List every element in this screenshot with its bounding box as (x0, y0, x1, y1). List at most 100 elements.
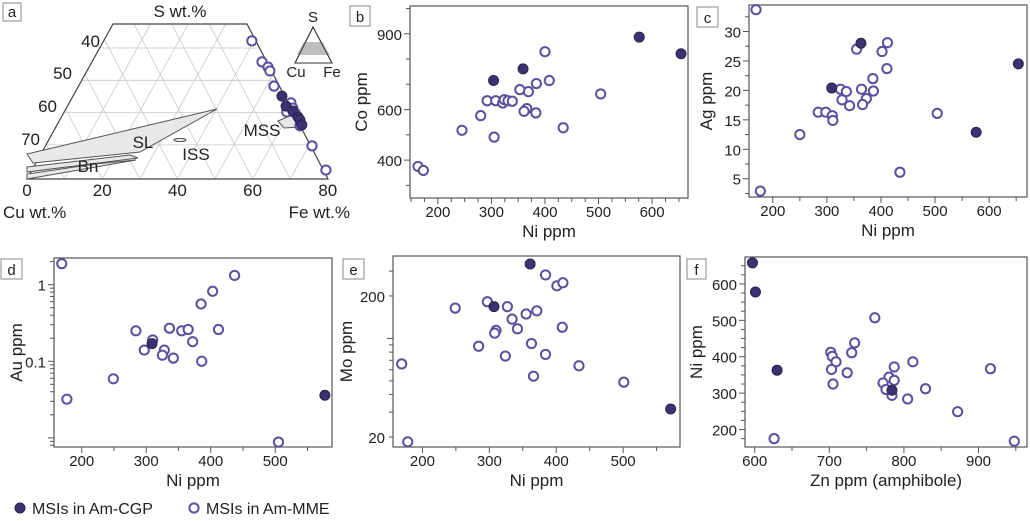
data-point-filled (855, 37, 867, 49)
plot-frame (744, 256, 1028, 448)
y-tick-label: 600 (712, 277, 737, 294)
y-tick-label: 200 (712, 423, 737, 440)
data-point-open (543, 74, 555, 87)
data-point-open (520, 308, 532, 320)
data-point-open (888, 361, 900, 373)
data-point-open (530, 77, 543, 90)
data-point-open (531, 305, 543, 317)
data-point-filled (276, 90, 288, 102)
data-point-open (855, 83, 868, 95)
data-point-open (867, 85, 879, 97)
data-point-open (229, 269, 241, 282)
ternary-bottom-right-label: Fe wt.% (289, 203, 350, 222)
x-tick-label: 500 (611, 453, 636, 470)
data-point-open (167, 352, 179, 364)
y-tick-label: 10 (724, 142, 741, 159)
legend-item: MSIs in Am-MME (188, 501, 330, 518)
x-tick-label: 600 (977, 203, 1002, 220)
ternary-panel-a: S wt.% Cu wt.% Fe wt.% 0 20 40 60 80 40 50 60 70 SL B… (2, 2, 350, 222)
field-label-mss: MSS (244, 121, 281, 140)
data-point-open (475, 110, 487, 122)
x-tick-label: 200 (69, 453, 94, 470)
x-tick-label: 300 (134, 453, 159, 470)
x-axis-label: Zn ppm (amphibole) (810, 471, 962, 490)
plot-frame (748, 4, 1028, 198)
panel-label-box (686, 258, 707, 280)
y-axis-label: Ag ppm (697, 72, 716, 131)
field-label-sl: SL (133, 133, 154, 152)
x-axis-label: Ni ppm (166, 471, 220, 490)
data-point-filled (826, 82, 838, 94)
data-point-open (836, 94, 848, 106)
grid-line (52, 24, 216, 179)
data-point-open (573, 360, 585, 372)
data-point-open (417, 164, 429, 177)
x-tick-label: 600 (640, 204, 665, 221)
grid-line (101, 24, 275, 179)
panel-label: f (694, 262, 699, 279)
field-iss (173, 137, 187, 143)
data-point-open (207, 285, 219, 297)
legend-label: MSIs in Am-MME (206, 501, 330, 518)
tick-label: 60 (243, 181, 262, 200)
y-tick-label: 200 (360, 289, 385, 306)
x-tick-label: 400 (868, 203, 893, 220)
plot-frame (409, 5, 689, 199)
ternary-points (246, 35, 332, 176)
x-tick-label: 300 (479, 204, 504, 221)
data-point-open (539, 269, 552, 281)
data-point-open (56, 258, 68, 270)
y-tick-label: 1 (38, 278, 46, 295)
data-point-open (556, 321, 568, 333)
grid-line (252, 24, 328, 179)
grid-line (64, 24, 237, 179)
y-tick-label: 20 (368, 430, 385, 447)
data-point-open (876, 45, 888, 58)
x-axis-label: Ni ppm (510, 471, 564, 490)
data-point-open (511, 323, 524, 335)
plot-frame (392, 255, 681, 448)
y-axis-label: Au ppm (7, 323, 26, 382)
data-point-open (827, 378, 839, 390)
data-point-open (907, 356, 919, 368)
tick-label: 20 (93, 181, 112, 200)
data-point-open (825, 363, 838, 376)
data-point-filled (970, 126, 982, 138)
y-tick-label: 900 (377, 27, 402, 44)
data-point-open (61, 393, 73, 405)
data-point-open (894, 166, 906, 178)
data-point-open (188, 502, 200, 514)
legend-label: MSIs in Am-CGP (32, 501, 153, 518)
data-point-open (107, 373, 119, 385)
grid-line (214, 24, 328, 179)
panel-label: c (704, 10, 712, 27)
data-point-open (488, 131, 500, 143)
data-point-open (499, 350, 511, 362)
data-point-open (306, 140, 318, 152)
inset-label: Cu (286, 64, 305, 81)
data-point-open (846, 347, 858, 359)
ternary-top-label: S wt.% (154, 2, 207, 21)
data-point-open (931, 107, 943, 119)
data-point-filled (319, 389, 331, 401)
data-point-open (456, 124, 468, 136)
data-point-open (794, 128, 806, 141)
x-tick-label: 400 (544, 453, 569, 470)
data-point-open (595, 88, 607, 100)
scatter-panel-d: 200 300 400 500 0.1 1 Ni ppm Au ppm d (0, 257, 333, 490)
panel-label-box (349, 5, 371, 27)
grid-line (27, 24, 141, 179)
data-point-open (902, 393, 914, 405)
data-point-open (246, 35, 258, 47)
plot-frame (53, 257, 333, 448)
data-point-filled (524, 258, 536, 270)
data-point-filled (675, 48, 687, 60)
data-point-open (518, 105, 530, 117)
data-point-open (867, 73, 879, 85)
data-point-open (881, 37, 894, 49)
data-point-open (402, 436, 414, 448)
tick-label: 80 (318, 181, 337, 200)
data-point-open (827, 114, 839, 127)
data-point-open (618, 376, 630, 388)
